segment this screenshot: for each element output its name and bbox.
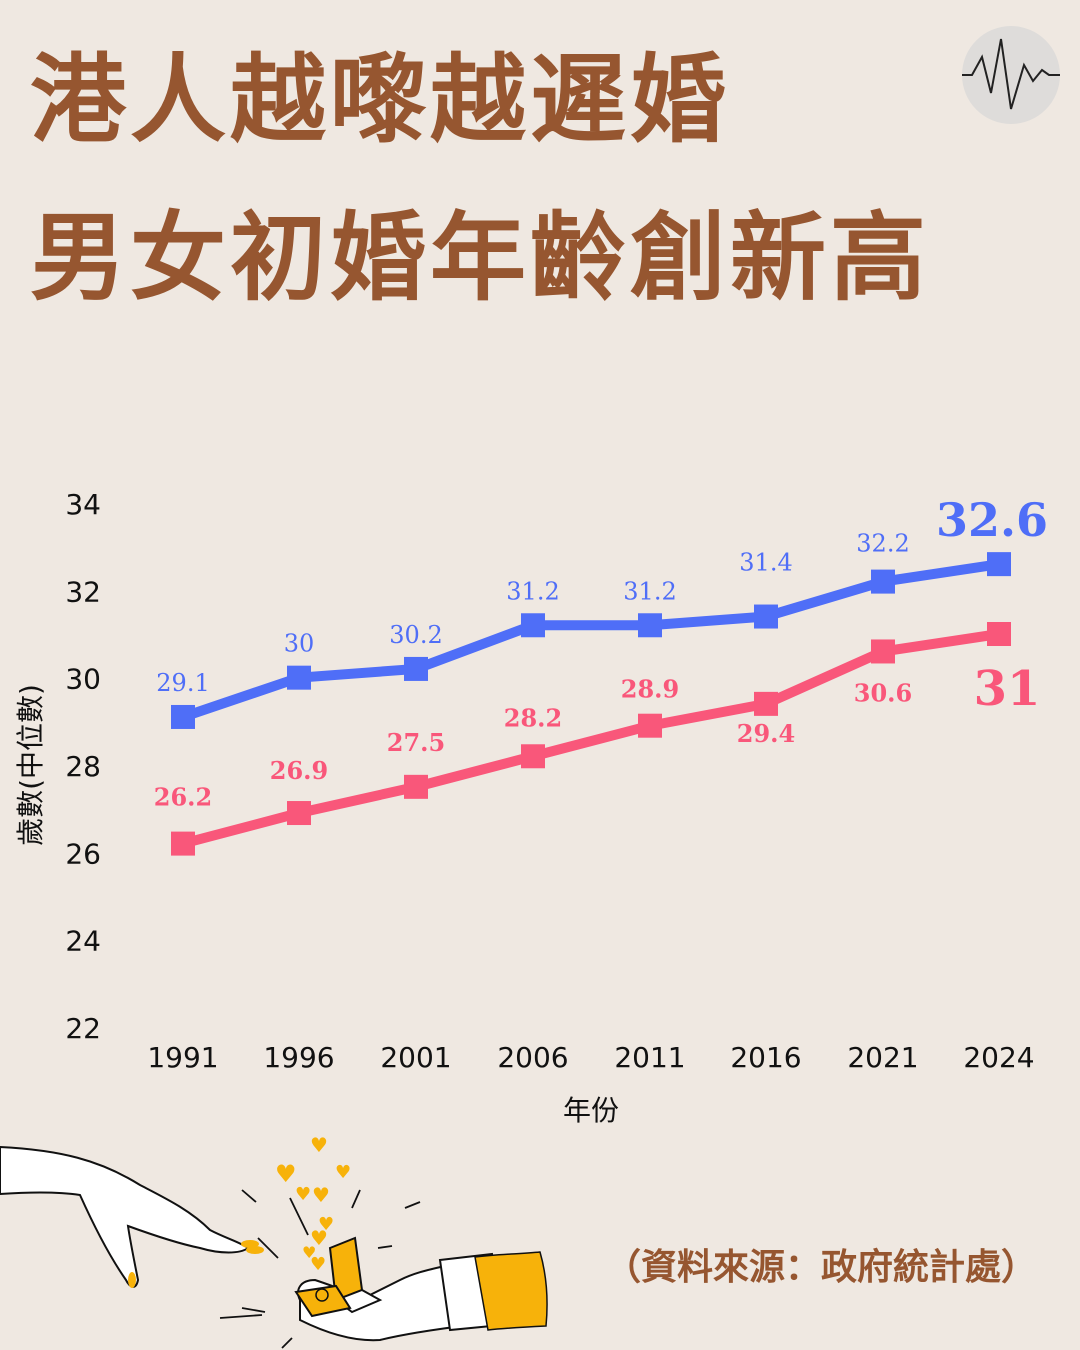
data-point-marker [521,744,545,769]
data-point-marker [638,713,662,738]
data-point-marker [171,704,195,729]
y-tick-label: 26 [65,837,101,870]
data-point-marker [404,656,428,681]
data-point-marker [287,801,311,826]
logo [962,26,1060,124]
svg-text:♥: ♥ [310,1254,326,1275]
data-point-marker [871,639,895,664]
series-line [181,559,1000,722]
waveform-icon [962,38,1060,110]
data-label: 28.9 [621,675,679,704]
data-label: 31.2 [623,577,676,605]
data-label: 26.9 [270,756,328,785]
data-source-note: （資料來源：政府統計處） [605,1246,1038,1288]
x-tick-label: 2016 [730,1041,801,1074]
svg-text:♥: ♥ [295,1184,311,1205]
y-tick-label: 32 [65,575,101,608]
latest-value-label: 31 [974,661,1041,717]
series-male: 29.1 30 30.2 31.2 31.2 31.4 32.2 32.6 [156,493,1048,729]
data-point-marker [754,691,778,716]
data-point-marker [754,604,778,629]
series-line [181,629,1000,849]
data-label: 31.2 [506,577,559,605]
data-point-marker [987,552,1011,577]
data-label: 29.1 [156,669,209,697]
data-label: 28.2 [504,703,562,732]
data-point-marker [987,622,1011,646]
page-title-line-1: 港人越嚟越遲婚 [30,43,730,156]
y-tick-label: 30 [65,663,101,696]
y-axis-ticks: 22 24 26 28 30 32 34 [65,488,101,1045]
y-tick-label: 22 [65,1012,101,1045]
data-point-marker [521,613,545,638]
y-tick-label: 24 [65,925,101,958]
data-label: 27.5 [387,728,445,757]
x-tick-label: 2021 [847,1041,918,1074]
svg-text:♥: ♥ [318,1214,334,1235]
data-point-marker [287,665,311,690]
y-tick-label: 28 [65,750,101,783]
x-tick-label: 1996 [263,1041,334,1074]
svg-text:♥: ♥ [310,1226,328,1250]
x-axis-ticks: 1991 1996 2001 2006 2011 2016 2021 2024 [147,1041,1034,1074]
proposal-ring-hands-illustration: ♥ ♥ ♥ ♥ ♥ ♥ ♥ ♥ ♥ [0,1133,548,1349]
latest-value-label: 32.6 [936,493,1048,547]
data-label: 29.4 [737,719,795,748]
svg-text:♥: ♥ [302,1243,316,1262]
page-title-line-2: 男女初婚年齡創新高 [30,201,930,314]
x-tick-label: 2024 [963,1041,1034,1074]
x-tick-label: 2011 [614,1041,685,1074]
y-tick-label: 34 [65,488,101,521]
data-point-marker [638,613,662,638]
data-label: 32.2 [856,530,909,558]
data-label: 26.2 [154,783,212,812]
y-axis-label: 歲數(中位數) [14,684,47,846]
chart-series: 29.1 30 30.2 31.2 31.2 31.4 32.2 32.6 26.2 26.9 27… [154,493,1048,856]
series-female: 26.2 26.9 27.5 28.2 28.9 29.4 30.6 31 [154,622,1041,856]
data-point-marker [871,569,895,594]
x-tick-label: 2001 [380,1041,451,1074]
data-label: 30.6 [854,678,912,707]
x-tick-label: 1991 [147,1041,218,1074]
data-point-marker [404,774,428,799]
svg-text:♥: ♥ [312,1183,330,1207]
data-point-marker [171,831,195,856]
svg-text:♥: ♥ [275,1160,297,1188]
svg-text:♥: ♥ [335,1162,351,1183]
data-label: 30 [284,630,315,658]
x-axis-label: 年份 [563,1094,619,1127]
data-label: 31.4 [739,549,792,577]
svg-text:♥: ♥ [310,1133,328,1157]
data-label: 30.2 [389,621,442,649]
x-tick-label: 2006 [497,1041,568,1074]
